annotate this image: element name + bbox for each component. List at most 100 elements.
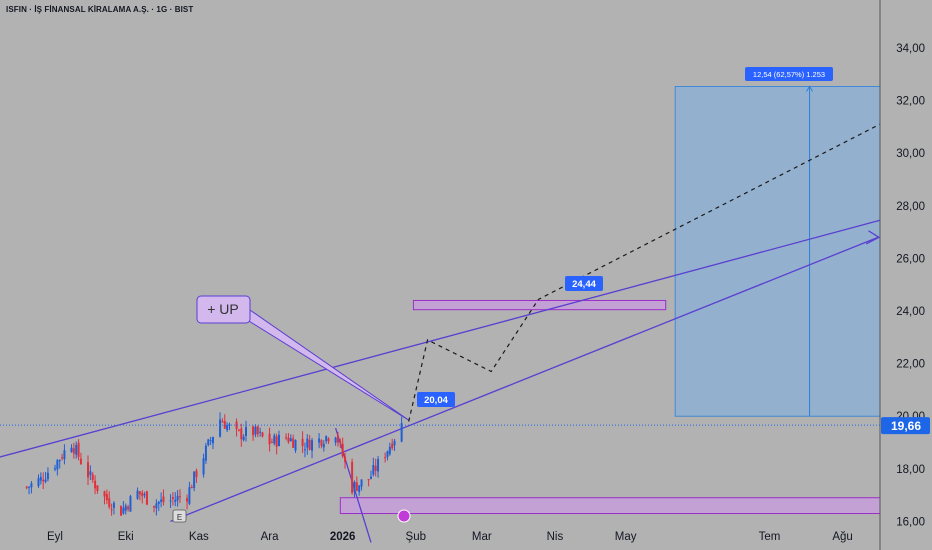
- y-axis-panel: [880, 0, 932, 550]
- projection-label-text: 12,54 (62,57%) 1.253: [753, 70, 825, 79]
- candle-body: [254, 426, 257, 435]
- dividend-icon: [397, 509, 411, 523]
- last-price-box: [881, 417, 930, 435]
- candle-body: [306, 438, 309, 448]
- candle-body: [303, 449, 306, 451]
- candle-body: [386, 451, 389, 457]
- candle-body: [353, 482, 356, 492]
- candle-body: [358, 485, 361, 493]
- candle-body: [355, 482, 358, 491]
- candle-body: [311, 440, 314, 451]
- candle-body: [176, 495, 179, 501]
- y-tick-label: 30,00: [896, 148, 925, 160]
- candle-body: [334, 437, 337, 443]
- y-tick-label: 28,00: [896, 201, 925, 213]
- candle-body: [129, 496, 132, 512]
- price-marker-1-box: [417, 392, 455, 407]
- candle-body: [209, 440, 212, 442]
- candle-body: [75, 444, 78, 455]
- x-tick-label: Nis: [547, 531, 564, 543]
- candle-body: [143, 493, 146, 496]
- candle-body: [237, 429, 240, 431]
- y-tick-label: 16,00: [896, 516, 925, 528]
- price-marker-2-box: [565, 276, 603, 291]
- candle-body: [122, 507, 125, 514]
- candle-body: [28, 486, 31, 488]
- candle-body: [70, 447, 73, 453]
- y-tick-label: 34,00: [896, 43, 925, 55]
- candle-body: [240, 428, 243, 440]
- candle-body: [388, 446, 391, 454]
- candle-body: [103, 491, 106, 497]
- candle-body: [242, 436, 245, 441]
- candle-body: [108, 498, 111, 507]
- upper-zone: [412, 299, 667, 311]
- y-tick-label: 26,00: [896, 253, 925, 265]
- candle-body: [186, 498, 189, 502]
- candle-body: [141, 492, 144, 497]
- last-price-label: 19,66: [891, 419, 921, 433]
- x-tick-label: Mar: [472, 531, 492, 543]
- x-tick-label: Şub: [406, 531, 426, 543]
- candle-body: [124, 505, 127, 511]
- trend-arrow-head: [865, 230, 881, 245]
- candle-body: [244, 427, 247, 436]
- candle-body: [162, 496, 165, 503]
- candle-body: [374, 465, 377, 471]
- candle-body: [360, 479, 363, 487]
- projected-path: [408, 105, 916, 422]
- candle-body: [157, 501, 160, 505]
- candle-body: [308, 439, 311, 450]
- candle-body: [145, 491, 148, 505]
- candle-body: [77, 442, 80, 457]
- candle-body: [110, 509, 113, 511]
- candle-body: [336, 435, 339, 443]
- candle-body: [30, 483, 33, 488]
- candle-body: [259, 431, 262, 433]
- projection-label-box: [745, 67, 833, 81]
- candle-body: [256, 426, 259, 435]
- candle-body: [384, 457, 387, 459]
- x-tick-label: Eki: [118, 531, 134, 543]
- candle-body: [112, 502, 115, 508]
- x-tick-label: Eyl: [47, 531, 63, 543]
- candle-body: [63, 450, 66, 460]
- candles: [25, 412, 403, 516]
- candle-body: [391, 443, 394, 449]
- candle-body: [318, 438, 321, 443]
- candle-body: [320, 440, 323, 446]
- candle-body: [273, 435, 276, 444]
- candle-body: [393, 440, 396, 446]
- candle-body: [155, 503, 158, 509]
- candle-body: [221, 421, 224, 423]
- event-marker-icon: [172, 509, 187, 523]
- candle-body: [289, 438, 292, 442]
- y-tick-label: 18,00: [896, 464, 925, 476]
- candle-body: [39, 476, 42, 481]
- candle-body: [89, 471, 92, 476]
- candle-body: [58, 459, 61, 462]
- candle-body: [301, 438, 304, 447]
- candle-body: [252, 426, 255, 436]
- lower-zone: [339, 497, 932, 515]
- y-tick-label: 24,00: [896, 306, 925, 318]
- candle-body: [72, 448, 75, 454]
- candle-body: [91, 474, 94, 481]
- candle-body: [25, 486, 28, 488]
- x-tick-label: Tem: [759, 531, 781, 543]
- candle-body: [327, 438, 330, 442]
- candle-body: [270, 441, 273, 443]
- symbol-title: ISFIN · İŞ FİNANSAL KİRALAMA A.Ş. · 1G ·…: [6, 5, 194, 14]
- candle-body: [190, 486, 193, 489]
- candle-body: [37, 478, 40, 487]
- candle-body: [174, 499, 177, 502]
- callout-box: [196, 295, 251, 324]
- candle-body: [285, 437, 288, 439]
- projection-arrow-head: [806, 85, 813, 92]
- candle-body: [54, 468, 56, 470]
- candle-body: [193, 471, 196, 489]
- candle-body: [79, 458, 82, 464]
- candle-body: [211, 437, 214, 444]
- candle-body: [339, 441, 342, 443]
